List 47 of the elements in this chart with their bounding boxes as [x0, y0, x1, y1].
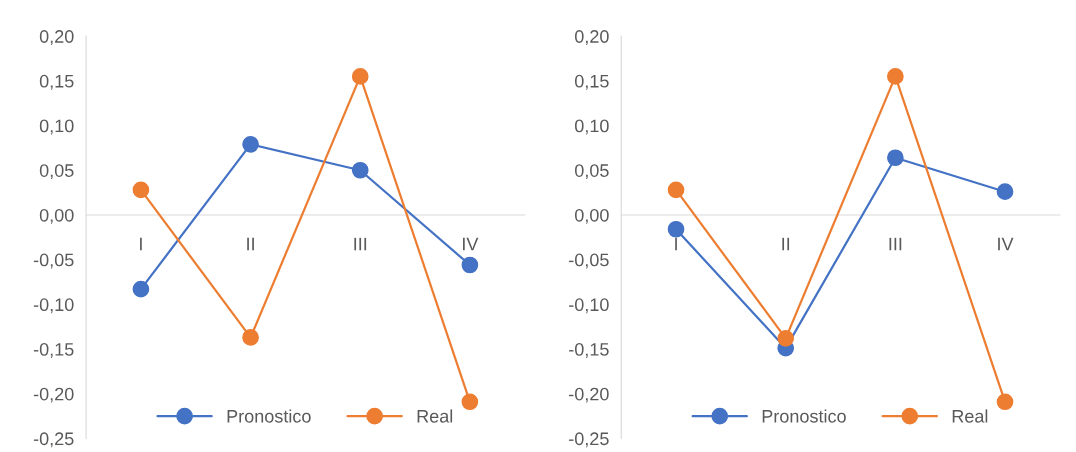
y-tick-label: 0,10	[574, 119, 609, 135]
legend-label: Real	[417, 409, 453, 423]
x-tick-label: III	[354, 237, 367, 251]
legend-label: Real	[952, 409, 988, 423]
x-tick-label: III	[889, 237, 902, 251]
point	[242, 135, 259, 153]
point	[667, 220, 685, 238]
y-tick-label: 0,20	[39, 30, 74, 46]
y-tick-label: -0,25	[33, 432, 74, 448]
point	[887, 68, 904, 85]
y-tick-label: 0,05	[574, 164, 609, 180]
y-tick-label: -0,15	[569, 342, 609, 358]
point	[461, 256, 479, 274]
point	[667, 181, 685, 199]
y-tick-label: -0,10	[33, 298, 74, 314]
y-tick-label: 0,15	[39, 74, 74, 90]
y-tick-label: 0,20	[574, 30, 609, 46]
point	[461, 393, 479, 411]
x-tick-label: II	[782, 237, 790, 251]
y-tick-label: 0,00	[574, 208, 609, 224]
point	[242, 329, 259, 346]
y-tick-label: -0,20	[33, 387, 74, 403]
y-tick-label: -0,05	[569, 253, 609, 269]
x-tick-label: IV	[998, 237, 1014, 251]
point	[351, 161, 369, 179]
y-tick-label: -0,25	[569, 432, 609, 448]
point	[132, 280, 150, 298]
legend-label: Pronostico	[227, 409, 311, 423]
point	[996, 393, 1014, 411]
x-tick-label: II	[247, 237, 254, 251]
legend-label: Pronostico	[762, 409, 846, 423]
x-tick-label: I	[675, 237, 677, 251]
y-tick-label: 0,05	[39, 164, 74, 180]
point	[351, 68, 369, 85]
y-tick-label: -0,10	[569, 298, 609, 314]
point	[996, 183, 1014, 201]
y-tick-label: 0,00	[39, 208, 74, 224]
y-tick-label: -0,05	[33, 253, 74, 269]
y-tick-label: 0,15	[574, 74, 609, 90]
point	[132, 181, 150, 199]
y-tick-label: 0,10	[39, 119, 74, 135]
y-tick-label: -0,15	[33, 342, 74, 358]
point	[887, 149, 904, 167]
x-tick-label: IV	[463, 237, 479, 251]
y-tick-label: -0,20	[569, 387, 609, 403]
point	[777, 329, 795, 347]
x-tick-label: I	[140, 237, 142, 251]
